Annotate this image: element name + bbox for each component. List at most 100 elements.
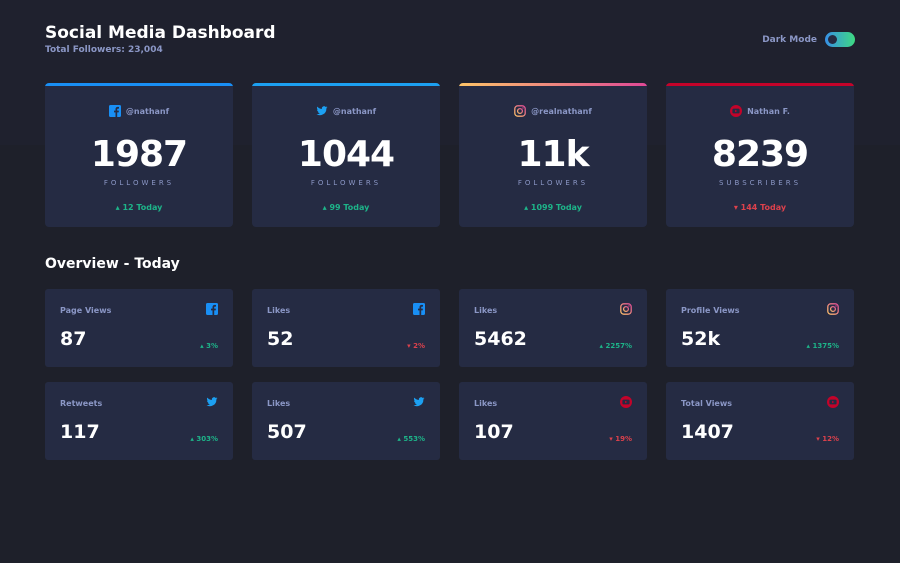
youtube-icon xyxy=(730,105,743,117)
overview-title: Overview - Today xyxy=(45,256,180,272)
facebook-icon xyxy=(413,303,425,315)
tile-value: 52k xyxy=(681,328,721,350)
card-facebook[interactable]: @nathanf 1987 FOLLOWERS ▴ 12 Today xyxy=(45,83,233,227)
tile-delta-text: 3% xyxy=(206,342,218,350)
tile-value: 5462 xyxy=(474,328,527,350)
instagram-icon xyxy=(620,303,632,315)
card-handle: Nathan F. xyxy=(747,106,790,116)
card-delta-text: 99 Today xyxy=(329,203,370,212)
card-accent-bar xyxy=(459,83,647,86)
down-arrow-icon: ▾ xyxy=(407,342,414,350)
tile-label: Likes xyxy=(267,399,291,408)
card-count: 1044 xyxy=(297,134,395,175)
tile-delta-text: 303% xyxy=(196,435,218,443)
card-handle-row: @nathanf xyxy=(252,105,440,117)
facebook-icon xyxy=(206,303,218,315)
tile-delta: ▴ 303% xyxy=(190,435,218,443)
overview-tile[interactable]: Page Views 87 ▴ 3% xyxy=(45,289,233,367)
tile-delta: ▴ 1375% xyxy=(807,342,839,350)
card-accent-bar xyxy=(45,83,233,86)
tile-value: 52 xyxy=(267,328,294,350)
overview-tile[interactable]: Likes 507 ▴ 553% xyxy=(252,382,440,460)
page-header: Social Media Dashboard Total Followers: … xyxy=(45,22,855,62)
tile-label: Page Views xyxy=(60,306,112,315)
overview-tile[interactable]: Profile Views 52k ▴ 1375% xyxy=(666,289,854,367)
facebook-icon xyxy=(108,105,121,117)
tile-delta-text: 2% xyxy=(413,342,425,350)
overview-tile[interactable]: Likes 52 ▾ 2% xyxy=(252,289,440,367)
card-handle-row: @realnathanf xyxy=(459,105,647,117)
tile-delta: ▾ 19% xyxy=(609,435,632,443)
overview-grid: Page Views 87 ▴ 3% Likes 52 ▾ 2% Likes 5… xyxy=(45,289,854,460)
tile-label: Total Views xyxy=(681,399,733,408)
youtube-icon xyxy=(620,396,632,408)
follower-cards: @nathanf 1987 FOLLOWERS ▴ 12 Today @nath… xyxy=(45,83,854,227)
card-unit: FOLLOWERS xyxy=(310,179,382,187)
card-accent-bar xyxy=(252,83,440,86)
card-count: 1987 xyxy=(90,134,188,175)
tile-label: Profile Views xyxy=(681,306,740,315)
down-arrow-icon: ▾ xyxy=(816,435,823,443)
card-unit: SUBSCRIBERS xyxy=(718,179,802,187)
up-arrow-icon: ▴ xyxy=(397,435,404,443)
tile-delta-text: 1375% xyxy=(812,342,840,350)
toggle-knob xyxy=(828,35,837,44)
card-count: 11k xyxy=(517,134,589,175)
overview-tile[interactable]: Retweets 117 ▴ 303% xyxy=(45,382,233,460)
tile-value: 107 xyxy=(474,421,514,443)
overview-tile[interactable]: Likes 5462 ▴ 2257% xyxy=(459,289,647,367)
tile-delta: ▴ 2257% xyxy=(600,342,632,350)
card-delta-text: 1099 Today xyxy=(530,203,582,212)
up-arrow-icon: ▴ xyxy=(806,342,813,350)
up-arrow-icon: ▴ xyxy=(322,203,330,212)
tile-value: 87 xyxy=(60,328,87,350)
tile-value: 1407 xyxy=(681,421,734,443)
tile-label: Likes xyxy=(474,399,498,408)
tile-delta: ▾ 12% xyxy=(816,435,839,443)
overview-tile[interactable]: Likes 107 ▾ 19% xyxy=(459,382,647,460)
card-handle: @nathanf xyxy=(332,106,377,116)
tile-label: Likes xyxy=(474,306,498,315)
dark-mode-label: Dark Mode xyxy=(762,34,817,45)
card-delta: ▴ 1099 Today xyxy=(459,203,647,212)
twitter-icon xyxy=(206,397,218,407)
tile-label: Retweets xyxy=(60,399,103,408)
down-arrow-icon: ▾ xyxy=(609,435,616,443)
tile-delta-text: 12% xyxy=(822,435,839,443)
up-arrow-icon: ▴ xyxy=(115,203,123,212)
card-instagram[interactable]: @realnathanf 11k FOLLOWERS ▴ 1099 Today xyxy=(459,83,647,227)
card-accent-bar xyxy=(666,83,854,86)
tile-label: Likes xyxy=(267,306,291,315)
up-arrow-icon: ▴ xyxy=(524,203,531,212)
twitter-icon xyxy=(413,397,425,407)
instagram-icon xyxy=(827,303,839,315)
tile-delta-text: 19% xyxy=(615,435,632,443)
up-arrow-icon: ▴ xyxy=(599,342,606,350)
dark-mode-toggle[interactable] xyxy=(825,32,855,47)
instagram-icon xyxy=(514,105,526,117)
card-delta-text: 12 Today xyxy=(122,203,163,212)
card-unit: FOLLOWERS xyxy=(103,179,175,187)
overview-tile[interactable]: Total Views 1407 ▾ 12% xyxy=(666,382,854,460)
card-twitter[interactable]: @nathanf 1044 FOLLOWERS ▴ 99 Today xyxy=(252,83,440,227)
card-handle-row: @nathanf xyxy=(45,105,233,117)
card-handle: @realnathanf xyxy=(531,106,592,116)
total-followers: Total Followers: 23,004 xyxy=(45,45,163,55)
twitter-icon xyxy=(316,106,328,116)
card-unit: FOLLOWERS xyxy=(517,179,589,187)
tile-delta-text: 2257% xyxy=(605,342,633,350)
down-arrow-icon: ▾ xyxy=(733,203,741,212)
tile-value: 117 xyxy=(60,421,100,443)
tile-delta: ▴ 3% xyxy=(200,342,218,350)
page-title: Social Media Dashboard xyxy=(45,23,276,43)
card-handle: @nathanf xyxy=(125,106,170,116)
card-delta: ▾ 144 Today xyxy=(666,203,854,212)
dark-mode-control: Dark Mode xyxy=(762,32,855,47)
card-delta: ▴ 99 Today xyxy=(252,203,440,212)
tile-delta: ▴ 553% xyxy=(397,435,425,443)
card-count: 8239 xyxy=(711,134,809,175)
card-handle-row: Nathan F. xyxy=(666,105,854,117)
card-delta: ▴ 12 Today xyxy=(45,203,233,212)
card-youtube[interactable]: Nathan F. 8239 SUBSCRIBERS ▾ 144 Today xyxy=(666,83,854,227)
